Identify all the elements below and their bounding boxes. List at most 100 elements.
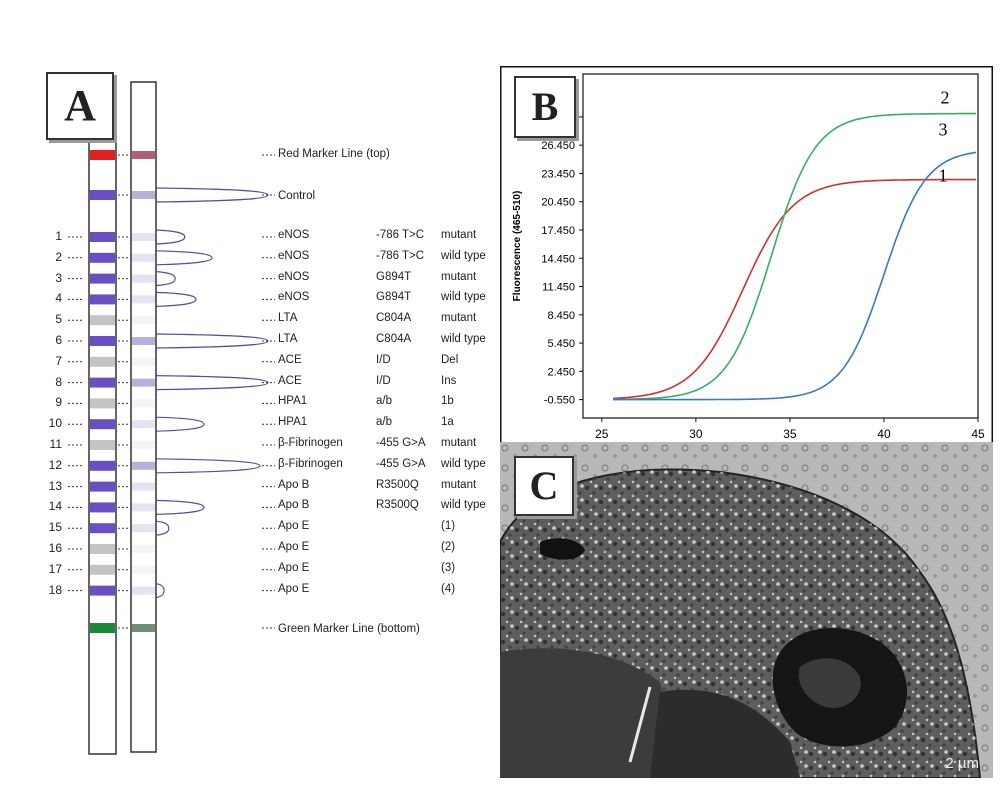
row-6-scan-band — [132, 337, 155, 345]
row-8-ref-band — [90, 377, 115, 388]
row-4-peak — [155, 291, 197, 307]
panel-a: A Red Marker Line (top) Control Green Ma… — [0, 0, 500, 800]
row-variant: C804A — [376, 312, 412, 325]
green-marker-scan-band — [132, 624, 155, 632]
reference-strip — [88, 81, 117, 755]
x-tick-label: 40 — [877, 427, 891, 441]
row-3-ref-band — [90, 273, 115, 284]
row-9-scan-band — [132, 399, 155, 408]
row-type: mutant — [441, 312, 477, 325]
row-number: 5 — [55, 312, 62, 327]
y-tick-label: 2.450 — [547, 366, 575, 378]
y-tick-label: 14.450 — [541, 253, 575, 265]
row-3-scan-band — [132, 274, 155, 283]
row-variant: I/D — [376, 374, 391, 387]
row-2-scan-band — [132, 253, 155, 262]
row-type: mutant — [441, 270, 477, 283]
row-gene: LTA — [278, 333, 298, 345]
row-15-scan-band — [132, 524, 155, 533]
y-tick-label: 26.450 — [541, 140, 575, 152]
series-3-label: 3 — [939, 119, 948, 139]
row-gene: HPA1 — [278, 416, 308, 429]
row-gene: eNOS — [278, 270, 310, 283]
row-variant: C804A — [376, 333, 412, 345]
row-gene: β-Fibrinogen — [278, 457, 343, 470]
green-marker-label: Green Marker Line (bottom) — [278, 623, 420, 635]
x-tick-label: 25 — [595, 427, 609, 441]
row-variant: R3500Q — [376, 478, 419, 491]
series-1-line — [613, 178, 977, 400]
row-variant: -455 G>A — [376, 457, 426, 470]
row-gene: eNOS — [278, 249, 310, 262]
row-gene: Apo E — [278, 582, 310, 595]
row-10-scan-band — [132, 420, 155, 429]
row-type: mutant — [441, 229, 477, 241]
row-type: 1a — [441, 416, 454, 429]
y-tick-label: 11.450 — [542, 282, 575, 294]
row-variant: -786 T>C — [376, 249, 425, 262]
row-variant: G894T — [376, 291, 412, 304]
row-4-ref-band — [90, 294, 115, 305]
row-type: wild type — [441, 333, 486, 345]
panel-c: C 2 µm — [500, 442, 993, 778]
panel-a-label: A — [46, 72, 114, 140]
row-14-peak — [155, 499, 205, 515]
row-variant: I/D — [376, 353, 391, 366]
row-number: 6 — [55, 333, 62, 347]
row-gene: ACE — [278, 374, 302, 387]
row-9-ref-band — [90, 398, 115, 409]
row-number: 10 — [48, 416, 62, 431]
row-number: 11 — [49, 437, 62, 451]
y-tick-label: 17.450 — [541, 225, 575, 237]
y-tick-label: 8.450 — [547, 310, 575, 322]
red-marker-ref-band — [90, 150, 115, 160]
plot-area — [582, 73, 979, 419]
row-6-ref-band — [90, 336, 115, 346]
row-14-scan-band — [132, 503, 155, 512]
row-7-ref-band — [90, 356, 115, 367]
row-15-peak — [155, 520, 170, 536]
row-type: (3) — [441, 561, 456, 574]
row-gene: Apo E — [278, 541, 310, 553]
row-type: (2) — [441, 541, 456, 553]
row-variant: a/b — [376, 416, 392, 429]
row-number: 12 — [48, 457, 62, 472]
row-10-ref-band — [90, 419, 115, 430]
x-tick-label: 35 — [783, 427, 797, 441]
strip-diagram — [68, 81, 275, 755]
x-tick-label: 45 — [971, 427, 985, 441]
row-variant: a/b — [376, 395, 392, 408]
scanned-strip — [130, 81, 157, 753]
row-12-ref-band — [90, 460, 115, 471]
red-marker-label: Red Marker Line (top) — [278, 148, 390, 160]
row-number: 18 — [48, 582, 62, 597]
row-16-ref-band — [90, 544, 115, 554]
row-variant: G894T — [376, 270, 412, 283]
row-13-ref-band — [90, 481, 115, 492]
row-type: (1) — [441, 520, 456, 533]
row-gene: Apo B — [278, 499, 310, 512]
row-number: 7 — [55, 353, 62, 368]
row-6-peak — [155, 333, 269, 349]
row-type: wild type — [441, 249, 486, 262]
row-gene: LTA — [278, 312, 298, 325]
row-1-ref-band — [90, 232, 115, 242]
red-marker-scan-band — [132, 151, 155, 159]
row-variant: -455 G>A — [376, 437, 426, 449]
row-type: mutant — [441, 437, 477, 449]
panel-b-label: B — [514, 76, 576, 138]
row-8-peak — [155, 375, 269, 391]
row-17-scan-band — [132, 565, 155, 574]
y-tick-label: 23.450 — [541, 168, 575, 180]
y-tick-label: 20.450 — [541, 197, 575, 209]
row-type: wild type — [441, 457, 486, 470]
row-number: 3 — [55, 270, 62, 285]
row-3-peak — [155, 271, 176, 287]
row-gene: eNOS — [278, 229, 310, 241]
electron-micrograph — [500, 442, 993, 778]
row-number: 1 — [55, 229, 62, 243]
row-gene: HPA1 — [278, 395, 308, 408]
series-1-label: 1 — [939, 166, 948, 186]
row-gene: Apo E — [278, 520, 310, 533]
row-number: 15 — [48, 520, 62, 535]
